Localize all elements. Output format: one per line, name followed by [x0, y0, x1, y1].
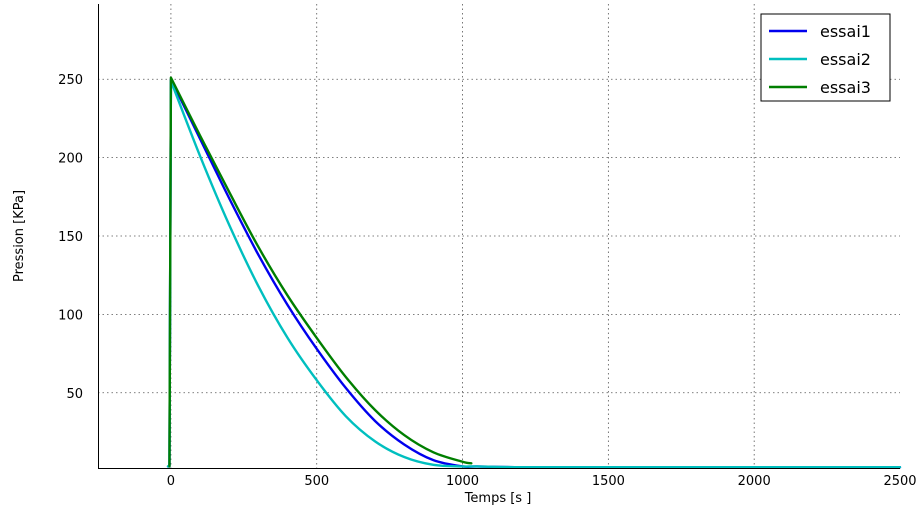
x-tick-label: 1000: [446, 474, 479, 489]
y-tick-label: 200: [58, 152, 83, 167]
x-axis-label: Temps [s ]: [464, 491, 532, 506]
y-tick-label: 50: [66, 387, 83, 402]
y-tick-label: 100: [58, 308, 83, 323]
axes: [98, 4, 900, 469]
x-tick-label: 2000: [738, 474, 771, 489]
series-line-essai2: [166, 79, 902, 469]
tick-labels: 0 500 1000 1500 2000 2500 50 100 150 200 250: [58, 73, 916, 489]
legend-label: essai2: [820, 50, 871, 69]
y-axis-label: Pression [KPa]: [12, 190, 27, 282]
legend-label: essai1: [820, 22, 871, 41]
series-line-essai3: [168, 76, 473, 468]
x-tick-label: 0: [167, 474, 175, 489]
y-tick-label: 150: [58, 230, 83, 245]
x-tick-label: 1500: [592, 474, 625, 489]
legend-label: essai3: [820, 78, 871, 97]
x-tick-label: 2500: [883, 474, 916, 489]
series-lines: [166, 76, 902, 469]
x-tick-label: 500: [304, 474, 329, 489]
series-line-essai1: [166, 78, 902, 469]
y-tick-label: 250: [58, 73, 83, 88]
legend: essai1 essai2 essai3: [760, 13, 891, 102]
